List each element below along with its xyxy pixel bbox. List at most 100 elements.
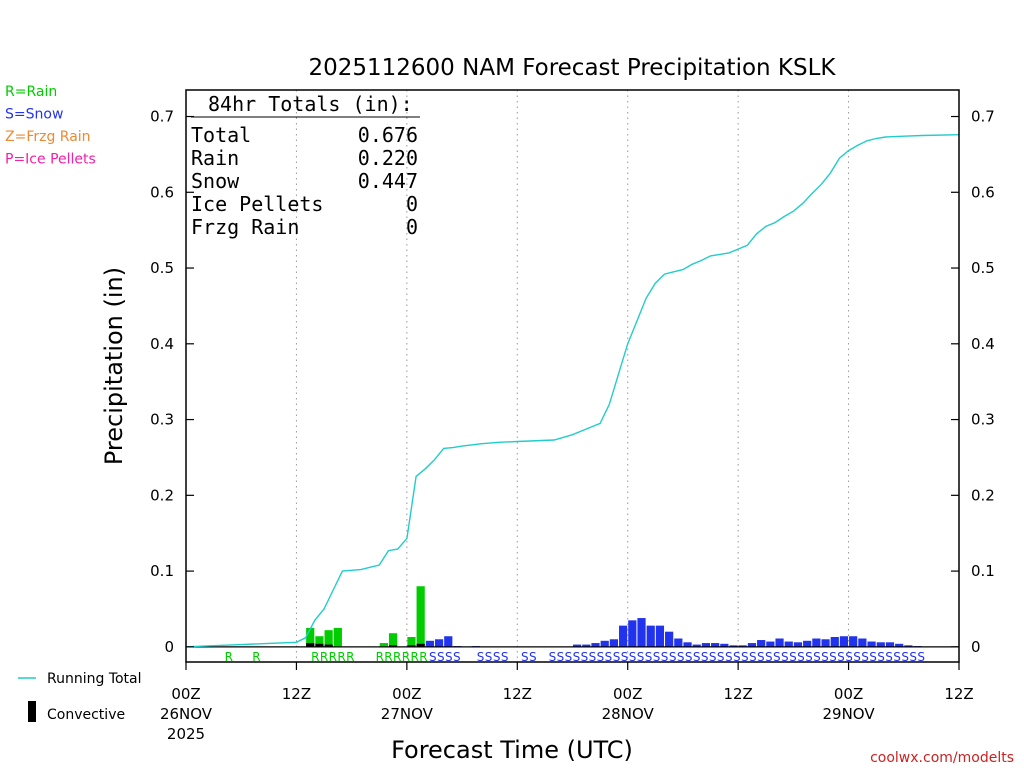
y-tick-label-right: 0.5 <box>971 259 995 277</box>
y-tick-label-left: 0.7 <box>150 108 174 126</box>
y-tick-label-left: 0.4 <box>150 335 174 353</box>
ptype-legend-snow: S=Snow <box>5 107 63 123</box>
y-tick-label-left: 0 <box>164 638 174 656</box>
snow-bar <box>434 639 444 647</box>
snow-bar <box>867 641 876 647</box>
snow-bar <box>757 640 766 647</box>
ptype-labels: R R RRRRR RRRRRR SSSS SSSS SS SSSSSSSSSSSSSSSSS… <box>225 650 926 664</box>
y-axis-title: Precipitation (in) <box>100 267 128 465</box>
plot-frame <box>185 89 960 663</box>
convective-bar <box>407 645 416 647</box>
snow-bar <box>738 645 747 647</box>
convective-legend-swatch <box>28 701 36 722</box>
x-tick-label: 12Z <box>723 685 752 703</box>
snow-bar <box>895 643 904 647</box>
snow-bar <box>849 636 858 647</box>
snow-bar <box>711 643 720 647</box>
totals-row-value: 0 <box>406 215 418 239</box>
snow-bar <box>904 645 913 647</box>
totals-row-label: Total <box>191 123 251 147</box>
snow-bar <box>619 625 628 647</box>
snow-bar <box>573 644 582 647</box>
rain-bar <box>333 627 342 647</box>
ptype-label-rain: R <box>252 650 261 664</box>
x-axis-title: Forecast Time (UTC) <box>391 736 633 764</box>
rain-bar <box>306 627 315 647</box>
chart-title: 2025112600 NAM Forecast Precipitation KS… <box>308 55 836 81</box>
totals-row-label: Snow <box>191 169 240 193</box>
rain-bar <box>388 633 398 647</box>
x-tick-label: 12Z <box>282 685 311 703</box>
ptype-legend-pellet: P=Ice Pellets <box>5 152 96 168</box>
totals-row-label: Rain <box>191 146 239 170</box>
y-tick-label-right: 0.4 <box>971 335 995 353</box>
totals-box: 84hr Totals (in): Total 0.676 Rain 0.220 Snow… <box>191 92 420 239</box>
snow-bar <box>830 636 839 647</box>
snow-bar <box>701 643 711 647</box>
snow-bar <box>591 643 600 647</box>
legends: R=Rain S=Snow Z=Frzg Rain P=Ice Pellets Runn… <box>5 84 142 723</box>
rain-bar <box>416 586 425 647</box>
ptype-label-rain: RRRRRR <box>376 650 428 664</box>
snow-bar <box>692 644 701 647</box>
rain-bar <box>315 636 324 647</box>
y-tick-label-right: 0.2 <box>971 486 995 504</box>
rain-bar <box>379 643 388 647</box>
snow-bar <box>582 644 591 647</box>
convective-bar <box>315 643 324 647</box>
y-tick-label-left: 0.3 <box>150 411 174 429</box>
snow-bar <box>628 620 637 647</box>
snow-bar <box>665 631 674 647</box>
y-tick-label-right: 0.6 <box>971 183 995 201</box>
snow-bar <box>600 640 609 647</box>
snow-bar <box>858 638 867 647</box>
snow-bar <box>729 645 738 647</box>
totals-row-label: Frzg Rain <box>191 215 299 239</box>
snow-bar <box>821 639 830 647</box>
y-tick-label-right: 0.1 <box>971 562 995 580</box>
snow-bar <box>784 641 793 647</box>
x-tick-label: 12Z <box>944 685 973 703</box>
snow-bar <box>646 625 655 647</box>
convective-bar <box>306 643 315 647</box>
running-total-legend-label: Running Total <box>47 671 142 687</box>
axes: 0 00.1 0.10.2 0.20.3 0.30.4 0.40.5 0.50.6 0.60.… <box>150 89 995 743</box>
x-tick-label: 00Z <box>392 685 421 703</box>
snow-bar <box>444 636 453 647</box>
ptype-label-snow: SS <box>521 650 537 664</box>
x-tick-date: 26NOV <box>160 705 213 723</box>
vertical-gridlines <box>295 90 850 662</box>
y-tick-label-left: 0.6 <box>150 183 174 201</box>
ptype-label-rain: RRRRR <box>311 650 355 664</box>
ptype-legend-frzg: Z=Frzg Rain <box>5 129 91 145</box>
ptype-label-rain: R <box>225 650 234 664</box>
snow-bar <box>812 638 821 647</box>
snow-bar <box>793 642 803 647</box>
y-tick-label-left: 0.2 <box>150 486 174 504</box>
ptype-label-snow: SSSS <box>429 650 461 664</box>
y-tick-label-left: 0.1 <box>150 562 174 580</box>
y-tick-label-right: 0.3 <box>971 411 995 429</box>
x-tick-date: 29NOV <box>823 705 876 723</box>
snow-bar <box>839 636 849 647</box>
y-tick-label-right: 0.7 <box>971 108 995 126</box>
snow-bar <box>876 642 885 647</box>
convective-bar <box>388 645 398 647</box>
totals-row-value: 0 <box>406 192 418 216</box>
ptype-label-snow: SSSSSSSSSSSSSSSSSSSSSSSSSSSSSSSSSSSSSSSS… <box>549 650 926 664</box>
y-tick-label-left: 0.5 <box>150 259 174 277</box>
running-total-line <box>185 134 960 648</box>
snow-bar <box>885 642 895 647</box>
x-tick-date: 27NOV <box>381 705 434 723</box>
snow-bar <box>720 643 729 647</box>
x-tick-label: 00Z <box>834 685 863 703</box>
x-tick-date: 28NOV <box>602 705 655 723</box>
convective-bar <box>324 644 333 647</box>
running-total-line-group <box>185 134 960 648</box>
x-tick-label: 00Z <box>171 685 200 703</box>
rain-bar <box>407 636 416 647</box>
site-credit: coolwx.com/modelts <box>870 750 1014 766</box>
convective-legend-label: Convective <box>47 707 125 723</box>
snow-bar <box>747 643 757 647</box>
